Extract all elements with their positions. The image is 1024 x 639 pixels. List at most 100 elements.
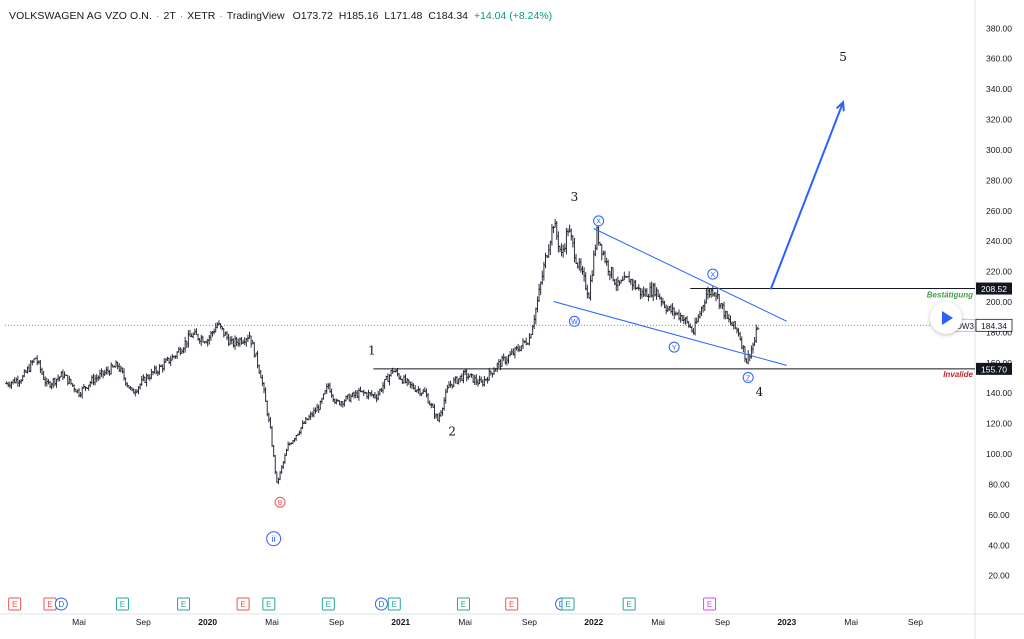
ohlc-bar	[487, 367, 491, 381]
ohlc-bar	[619, 279, 623, 284]
ohlc-bar	[183, 336, 187, 353]
ohlc-bar	[106, 366, 110, 375]
ohlc-bar	[548, 240, 552, 256]
ohlc-bar	[22, 369, 26, 378]
wedge-channel-line[interactable]	[593, 228, 788, 322]
interval-label[interactable]: 2T	[163, 10, 176, 22]
circle-marker-text: ii	[272, 534, 276, 544]
ohlc-bar	[140, 375, 144, 386]
ohlc-bar	[658, 293, 662, 300]
ohlc-bar	[585, 284, 589, 299]
event-marker[interactable]: E	[262, 597, 276, 611]
event-marker[interactable]: E	[8, 597, 22, 611]
ohlc-bar	[669, 304, 673, 314]
ohlc-bar	[693, 317, 697, 336]
price-tick-label: 140.00	[986, 388, 1012, 398]
ohlc-bar	[720, 303, 724, 309]
ohlc-bar	[330, 388, 334, 398]
ohlc-bar	[389, 369, 393, 377]
ohlc-bar	[149, 368, 153, 380]
close-value: C184.34	[428, 10, 469, 22]
price-tick-label: 200.00	[986, 297, 1012, 307]
ohlc-bar	[574, 253, 578, 265]
event-marker-letter: E	[240, 600, 245, 609]
open-value: O173.72	[292, 10, 333, 22]
price-level[interactable]: 155.70 Invalide	[373, 362, 1012, 379]
ohlc-bar	[186, 330, 190, 348]
ohlc-bar	[19, 378, 23, 385]
ohlc-bar	[96, 375, 100, 381]
symbol-name[interactable]: VOLKSWAGEN AG VZO O.N.	[9, 10, 153, 22]
ohlc-bar	[6, 381, 10, 388]
event-marker[interactable]: E	[43, 597, 57, 611]
circle-marker	[668, 341, 680, 353]
ohlc-bar	[516, 343, 520, 353]
ohlc-bar	[17, 379, 21, 387]
price-tick-label: 180.00	[986, 327, 1012, 337]
price-tick-label: 120.00	[986, 419, 1012, 429]
ohlc-bar	[328, 382, 332, 393]
ohlc-bar	[421, 388, 425, 394]
wave-label: 2	[448, 424, 456, 438]
ohlc-bar	[354, 389, 358, 399]
time-tick-label: Mai	[72, 617, 86, 627]
ohlc-bar	[273, 455, 277, 475]
event-marker[interactable]: D	[54, 597, 68, 611]
ohlc-bar	[262, 382, 266, 394]
event-marker[interactable]: E	[321, 597, 335, 611]
price-axis[interactable]: 20.00 40.00 60.00 80.00 100.00 120.00 140.00 16…	[986, 23, 1012, 580]
invalidation-label: Invalide	[943, 370, 973, 379]
ohlc-bar	[397, 373, 401, 380]
target-arrow[interactable]	[769, 100, 845, 290]
event-marker[interactable]: E	[236, 597, 250, 611]
ohlc-bar	[257, 364, 261, 375]
price-level[interactable]: 208.52 Bestätigung	[690, 282, 1012, 300]
ohlc-bar	[272, 444, 276, 457]
wave-circle-label: W	[568, 315, 580, 327]
event-marker[interactable]: E	[115, 597, 129, 611]
event-marker[interactable]: D	[374, 597, 388, 611]
earnings-icon	[115, 597, 129, 611]
ohlc-bar	[571, 235, 575, 248]
ohlc-bar	[698, 310, 702, 319]
event-marker-letter: E	[461, 600, 466, 609]
ohlc-bar	[235, 336, 239, 347]
event-marker[interactable]: E	[177, 597, 191, 611]
ohlc-bar	[249, 335, 253, 348]
replay-button[interactable]	[930, 302, 962, 334]
event-marker[interactable]: E	[456, 597, 470, 611]
ohlc-bar	[251, 339, 255, 345]
ohlc-bar	[317, 404, 321, 414]
ohlc-bar	[622, 271, 626, 281]
price-bars	[5, 218, 760, 485]
ohlc-bar	[640, 288, 644, 299]
ohlc-bar	[505, 356, 509, 366]
wedge-channel-line[interactable]	[553, 301, 787, 366]
event-marker[interactable]: E	[622, 597, 636, 611]
level-price-label: 155.70	[981, 364, 1007, 374]
ohlc-bar	[386, 373, 390, 383]
ohlc-bar	[132, 388, 136, 394]
ohlc-bar	[50, 382, 54, 390]
header-separator: ·	[156, 10, 160, 22]
ohlc-bar	[87, 384, 91, 391]
ohlc-bar	[259, 369, 263, 379]
circle-marker-text: Z	[746, 375, 751, 382]
ohlc-bar	[91, 373, 95, 386]
ohlc-bar	[299, 427, 303, 435]
current-price-box	[975, 318, 1013, 332]
ohlc-bar	[313, 407, 317, 414]
event-marker[interactable]: E	[505, 597, 519, 611]
time-axis[interactable]: Mai Sep 2020 Mai Sep 2021 Mai Sep 2022 Mai Sep 2023…	[72, 617, 923, 627]
level-price-label: 208.52	[981, 284, 1007, 294]
ohlc-bar	[98, 369, 102, 380]
event-marker[interactable]: E	[561, 597, 575, 611]
ohlc-bar	[563, 243, 567, 252]
circle-marker-text: Y	[672, 345, 677, 352]
ohlc-bar	[264, 387, 268, 402]
ohlc-bar	[429, 402, 433, 409]
event-marker[interactable]: E	[703, 597, 717, 611]
event-marker[interactable]: E	[387, 597, 401, 611]
event-marker-letter: E	[707, 600, 712, 609]
